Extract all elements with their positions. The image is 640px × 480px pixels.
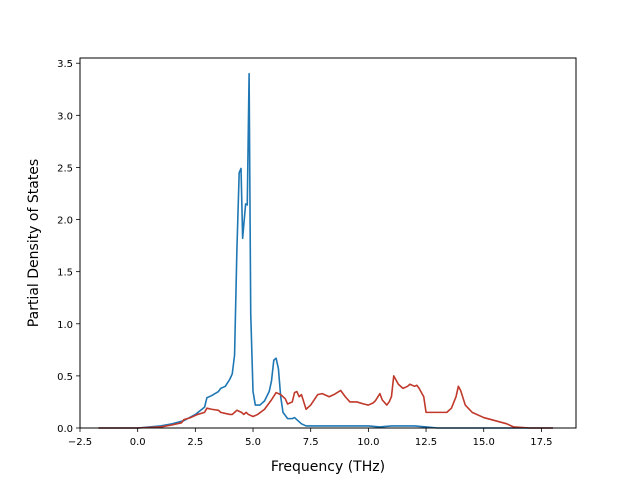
y-tick-label: 1.5 <box>57 268 73 279</box>
x-tick-label: 7.5 <box>303 437 319 448</box>
x-tick-label: 15.0 <box>473 437 495 448</box>
x-tick-label: 5.0 <box>245 437 261 448</box>
y-axis-label: Partial Density of States <box>26 159 42 327</box>
x-axis-label: Frequency (THz) <box>271 459 385 475</box>
y-axis-ticks: 0.0 0.5 1.0 1.5 2.0 2.5 3.0 3.5 <box>57 59 80 435</box>
y-tick-label: 1.0 <box>57 320 73 331</box>
plot-area <box>80 58 576 428</box>
x-axis-ticks: −2.5 0.0 2.5 5.0 7.5 10.0 12.5 15.0 17.5 <box>68 428 553 448</box>
y-tick-label: 3.5 <box>57 59 73 70</box>
x-tick-label: −2.5 <box>68 437 92 448</box>
plot-frame <box>79 57 577 429</box>
y-tick-label: 2.0 <box>57 216 73 227</box>
y-tick-label: 0.0 <box>57 424 73 435</box>
x-tick-label: 2.5 <box>187 437 203 448</box>
x-tick-label: 17.5 <box>530 437 552 448</box>
y-tick-label: 0.5 <box>57 372 73 383</box>
series-line-2 <box>98 375 553 429</box>
x-tick-label: 0.0 <box>130 437 146 448</box>
x-tick-label: 12.5 <box>415 437 437 448</box>
y-tick-label: 2.5 <box>57 163 73 174</box>
series-line-1 <box>98 72 553 429</box>
series-layer <box>98 72 553 429</box>
y-tick-label: 3.0 <box>57 111 73 122</box>
x-tick-label: 10.0 <box>357 437 379 448</box>
